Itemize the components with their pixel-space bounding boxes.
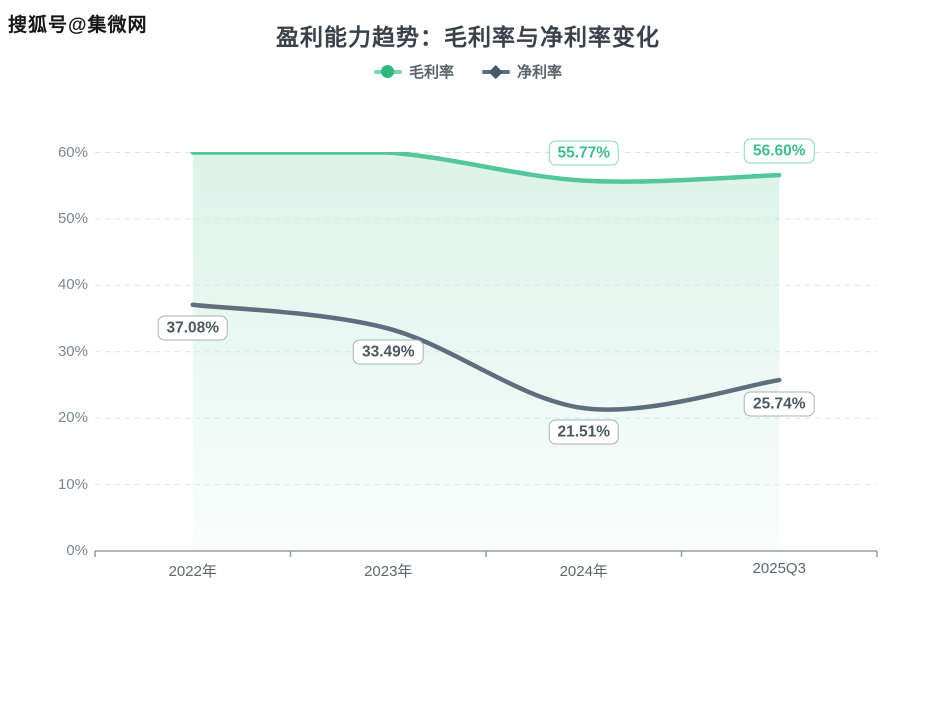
legend-item-net-margin[interactable]: 净利率: [482, 61, 562, 82]
y-axis-label-0: 0%: [66, 542, 88, 559]
chart-title: 盈利能力趋势：毛利率与净利率变化: [276, 24, 660, 50]
y-axis-label-10: 10%: [57, 475, 88, 493]
data-label-net-margin-2023年: 33.49%: [352, 339, 424, 365]
y-axis-label-40: 40%: [57, 276, 88, 294]
legend-item-gross-margin[interactable]: 毛利率: [373, 61, 454, 82]
legend-marker-circle-icon: [373, 65, 402, 79]
data-label-net-margin-2024年: 21.51%: [548, 419, 620, 445]
legend-label-net-margin: 净利率: [517, 64, 563, 81]
x-axis-label-3: 2025Q3: [752, 560, 806, 577]
data-label-gross-margin-2024年: 55.77%: [548, 140, 620, 166]
x-axis-label-0: 2022年: [168, 563, 217, 580]
data-label-gross-margin-2025Q3: 56.60%: [743, 138, 815, 164]
x-axis-label-2: 2024年: [559, 563, 608, 580]
data-label-net-margin-2022年: 37.08%: [157, 315, 229, 341]
legend-marker-diamond-icon: [482, 65, 510, 79]
data-label-net-margin-2025Q3: 25.74%: [743, 391, 815, 417]
y-axis-label-30: 30%: [57, 342, 88, 360]
y-axis-label-50: 50%: [57, 209, 88, 227]
legend: 毛利率 净利率: [0, 61, 936, 82]
y-axis-label-20: 20%: [57, 409, 88, 427]
y-axis-label-60: 60%: [57, 143, 88, 161]
x-axis-label-1: 2023年: [364, 563, 413, 580]
legend-label-gross-margin: 毛利率: [408, 64, 454, 81]
watermark: 搜狐号@集微网: [8, 15, 148, 36]
